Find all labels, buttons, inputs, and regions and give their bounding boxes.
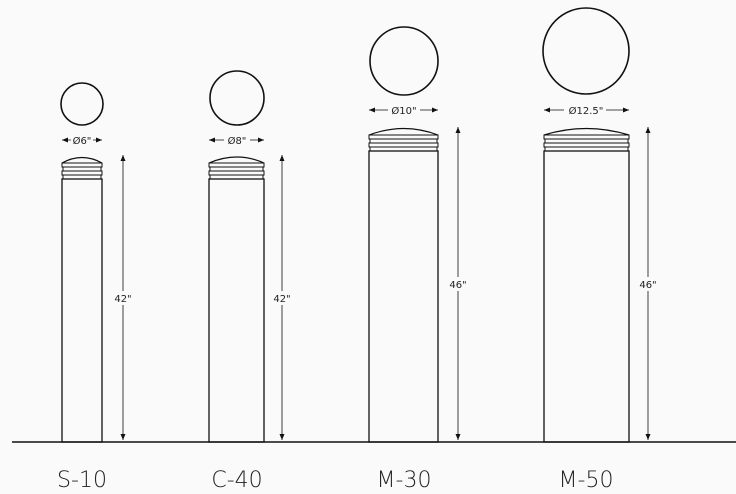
height-dimension: 42" — [112, 155, 134, 440]
bollard-cap — [61, 156, 103, 164]
plan-view-circle — [369, 26, 439, 96]
height-label: 42" — [114, 294, 131, 305]
height-dimension: 46" — [637, 127, 659, 440]
bollard-s-10: Ø6" 42" S-10 — [57, 82, 134, 493]
diameter-label: Ø6" — [73, 135, 92, 147]
bollard-c-40: Ø8" 42" C-40 — [208, 70, 293, 493]
plan-view-circle — [209, 70, 265, 126]
height-label: 46" — [449, 280, 466, 291]
height-dimension: 46" — [447, 127, 469, 440]
height-label: 46" — [639, 280, 656, 291]
diameter-dimension: Ø8" — [209, 133, 264, 147]
plan-view-circle — [542, 7, 630, 95]
height-label: 42" — [273, 294, 290, 305]
model-label: S-10 — [57, 468, 107, 493]
diameter-dimension: Ø10" — [369, 103, 438, 117]
diameter-label: Ø10" — [391, 105, 416, 117]
diameter-label: Ø12.5" — [569, 105, 604, 117]
diameter-label: Ø8" — [228, 135, 247, 147]
diameter-dimension: Ø6" — [62, 133, 102, 147]
plan-view-circle — [60, 82, 104, 126]
bollard-cap — [208, 156, 265, 164]
model-label: M-30 — [377, 468, 432, 493]
bollard-cap — [543, 127, 630, 136]
diameter-dimension: Ø12.5" — [544, 103, 629, 117]
bollard-cap — [368, 127, 439, 136]
model-label: M-50 — [559, 468, 614, 493]
bollard-body — [61, 178, 103, 443]
bollard-body — [543, 150, 630, 443]
bollard-body — [368, 150, 439, 443]
bollard-body — [208, 178, 265, 443]
bollard-m-50: Ø12.5" 46" M-50 — [542, 7, 659, 493]
height-dimension: 42" — [271, 155, 293, 440]
model-label: C-40 — [211, 468, 262, 493]
bollard-m-30: Ø10" 46" M-30 — [368, 26, 469, 493]
